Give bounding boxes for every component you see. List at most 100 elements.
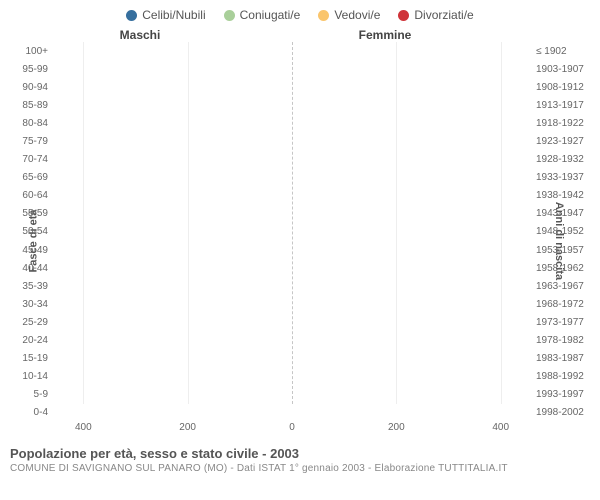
age-label: 0-4 [10, 407, 48, 418]
age-label: 25-29 [10, 317, 48, 328]
age-label: 90-94 [10, 82, 48, 93]
bar-area [52, 132, 532, 150]
age-label: 100+ [10, 46, 48, 57]
x-tick: 400 [75, 422, 92, 433]
header-female: Femmine [270, 28, 500, 42]
bar-area [52, 78, 532, 96]
pyramid-row: 85-891913-1917 [52, 96, 532, 114]
legend-swatch [398, 10, 409, 21]
pyramid-row: 95-991903-1907 [52, 60, 532, 78]
pyramid-row: 100+≤ 1902 [52, 42, 532, 60]
legend: Celibi/Nubili Coniugati/e Vedovi/e Divor… [0, 8, 600, 22]
birth-year-label: 1933-1937 [536, 172, 598, 183]
birth-year-label: 1963-1967 [536, 281, 598, 292]
footer-subtitle: COMUNE DI SAVIGNANO SUL PANARO (MO) - Da… [10, 463, 590, 474]
birth-year-label: 1948-1952 [536, 226, 598, 237]
bar-area [52, 259, 532, 277]
legend-item-widowed: Vedovi/e [318, 8, 380, 22]
pyramid-row: 30-341968-1972 [52, 295, 532, 313]
birth-year-label: 1988-1992 [536, 371, 598, 382]
bar-area [52, 96, 532, 114]
bar-area [52, 332, 532, 350]
age-label: 35-39 [10, 281, 48, 292]
age-label: 75-79 [10, 136, 48, 147]
age-label: 45-49 [10, 245, 48, 256]
pyramid-row: 45-491953-1957 [52, 241, 532, 259]
birth-year-label: 1998-2002 [536, 407, 598, 418]
age-label: 40-44 [10, 263, 48, 274]
pyramid-row: 25-291973-1977 [52, 313, 532, 331]
age-label: 10-14 [10, 371, 48, 382]
age-label: 55-59 [10, 208, 48, 219]
population-pyramid-chart: Celibi/Nubili Coniugati/e Vedovi/e Divor… [0, 0, 600, 500]
birth-year-label: ≤ 1902 [536, 46, 598, 57]
pyramid-row: 75-791923-1927 [52, 132, 532, 150]
birth-year-label: 1913-1917 [536, 100, 598, 111]
birth-year-label: 1923-1927 [536, 136, 598, 147]
pyramid-row: 55-591943-1947 [52, 205, 532, 223]
pyramid-row: 65-691933-1937 [52, 169, 532, 187]
bar-area [52, 187, 532, 205]
legend-label: Coniugati/e [240, 8, 301, 22]
x-tick: 200 [179, 422, 196, 433]
legend-label: Divorziati/e [414, 8, 473, 22]
legend-item-single: Celibi/Nubili [126, 8, 205, 22]
pyramid-row: 5-91993-1997 [52, 386, 532, 404]
birth-year-label: 1968-1972 [536, 299, 598, 310]
age-label: 20-24 [10, 335, 48, 346]
bar-area [52, 241, 532, 259]
pyramid-row: 90-941908-1912 [52, 78, 532, 96]
bar-area [52, 350, 532, 368]
bar-area [52, 277, 532, 295]
x-tick: 0 [289, 422, 295, 433]
age-label: 85-89 [10, 100, 48, 111]
bar-area [52, 42, 532, 60]
pyramid-row: 35-391963-1967 [52, 277, 532, 295]
bar-area [52, 368, 532, 386]
age-label: 60-64 [10, 190, 48, 201]
birth-year-label: 1918-1922 [536, 118, 598, 129]
birth-year-label: 1993-1997 [536, 389, 598, 400]
age-label: 70-74 [10, 154, 48, 165]
column-headers: Maschi Femmine [0, 28, 600, 42]
birth-year-label: 1903-1907 [536, 64, 598, 75]
age-label: 50-54 [10, 226, 48, 237]
bar-area [52, 295, 532, 313]
pyramid-row: 80-841918-1922 [52, 114, 532, 132]
age-label: 15-19 [10, 353, 48, 364]
pyramid-row: 15-191983-1987 [52, 350, 532, 368]
bar-area [52, 205, 532, 223]
x-tick: 200 [388, 422, 405, 433]
legend-swatch [318, 10, 329, 21]
pyramid-row: 60-641938-1942 [52, 187, 532, 205]
pyramid-row: 40-441958-1962 [52, 259, 532, 277]
birth-year-label: 1978-1982 [536, 335, 598, 346]
bar-area [52, 151, 532, 169]
age-label: 30-34 [10, 299, 48, 310]
birth-year-label: 1958-1962 [536, 263, 598, 274]
legend-swatch [224, 10, 235, 21]
footer-title: Popolazione per età, sesso e stato civil… [10, 446, 590, 461]
age-label: 80-84 [10, 118, 48, 129]
x-tick: 400 [492, 422, 509, 433]
birth-year-label: 1953-1957 [536, 245, 598, 256]
bar-area [52, 223, 532, 241]
plot-area: Fasce di età Anni di nascita 100+≤ 19029… [0, 42, 600, 440]
bar-area [52, 60, 532, 78]
chart-footer: Popolazione per età, sesso e stato civil… [0, 440, 600, 474]
pyramid-row: 70-741928-1932 [52, 151, 532, 169]
bar-area [52, 114, 532, 132]
x-axis: 400 200 0 200 400 [52, 422, 532, 440]
pyramid-row: 0-41998-2002 [52, 404, 532, 422]
bar-area [52, 313, 532, 331]
bar-area [52, 386, 532, 404]
age-label: 95-99 [10, 64, 48, 75]
birth-year-label: 1908-1912 [536, 82, 598, 93]
birth-year-label: 1938-1942 [536, 190, 598, 201]
pyramid-row: 10-141988-1992 [52, 368, 532, 386]
legend-item-married: Coniugati/e [224, 8, 301, 22]
bar-area [52, 404, 532, 422]
birth-year-label: 1943-1947 [536, 208, 598, 219]
legend-label: Vedovi/e [334, 8, 380, 22]
bar-area [52, 169, 532, 187]
